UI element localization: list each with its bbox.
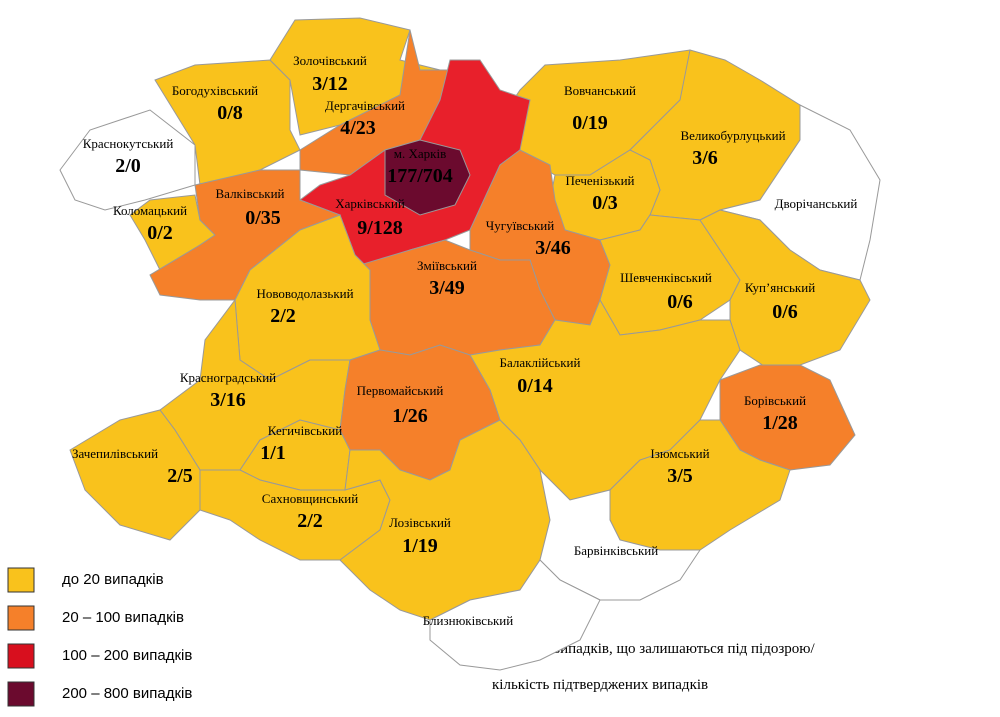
district-name: Красноградський <box>180 370 276 385</box>
district-name: Дергачівський <box>325 98 405 113</box>
district-name: Близнюківський <box>423 613 514 628</box>
district-name: Лозівський <box>389 515 451 530</box>
district-value: 0/8 <box>217 102 243 124</box>
district-value: 2/2 <box>297 510 323 532</box>
district-name: Зміївський <box>417 258 477 273</box>
district-name: Зачепилівський <box>72 446 158 461</box>
note-line: кількість підтверджених випадків <box>492 677 708 693</box>
district-name: Дворічанський <box>775 196 858 211</box>
district-value: 3/5 <box>667 465 693 487</box>
legend-swatch <box>7 643 35 669</box>
district <box>154 59 301 186</box>
district-name: Нововодолазький <box>256 286 353 301</box>
district <box>699 209 871 371</box>
district-name: Кегичівський <box>268 423 342 438</box>
district-value: 2/5 <box>167 465 193 487</box>
district-value: 9/128 <box>357 217 403 239</box>
district <box>429 559 601 671</box>
district-value: 2/0 <box>115 155 141 177</box>
district-name: Борівський <box>744 393 806 408</box>
district-name: Первомайський <box>357 383 444 398</box>
district-value: 1/1 <box>260 442 286 464</box>
district-value: 1/28 <box>762 412 798 434</box>
district-name: Балаклійський <box>500 355 581 370</box>
district-name: Золочівський <box>293 53 367 68</box>
district-value: 0/14 <box>517 375 553 397</box>
district-value: 0/3 <box>592 192 618 214</box>
district-name: Харківський <box>335 196 405 211</box>
district-value: 3/12 <box>312 73 348 95</box>
note-line: кількість випадків, що залишаються під п… <box>492 641 815 657</box>
district-name: Краснокутський <box>83 136 174 151</box>
district-value: 3/6 <box>692 147 718 169</box>
district-name: Коломацький <box>113 203 187 218</box>
district-value: 177/704 <box>387 165 453 187</box>
legend-label: 200 – 800 випадків <box>62 685 192 702</box>
district-value: 1/26 <box>392 405 428 427</box>
district-name: Куп’янський <box>745 280 815 295</box>
district-value: 3/49 <box>429 277 465 299</box>
legend-swatch <box>7 567 35 593</box>
district-value: 0/19 <box>572 112 608 134</box>
district-name: Барвінківський <box>574 543 658 558</box>
district-name: Чугуївський <box>486 218 554 233</box>
district-value: 0/6 <box>667 291 693 313</box>
district-value: 3/16 <box>210 389 246 411</box>
district-value: 4/23 <box>340 117 376 139</box>
legend-swatch <box>7 605 35 631</box>
district-name: Великобурлуцький <box>680 128 785 143</box>
district-value: 2/2 <box>270 305 296 327</box>
legend-swatch <box>7 681 35 707</box>
district-name: Шевченківський <box>620 270 712 285</box>
legend-label: до 20 випадків <box>62 571 164 588</box>
district-name: Богодухівський <box>172 83 258 98</box>
district-name: м. Харків <box>394 146 446 161</box>
district-name: Валківський <box>216 186 285 201</box>
district-value: 0/6 <box>772 301 798 323</box>
district <box>384 139 471 216</box>
district-value: 1/19 <box>402 535 438 557</box>
legend-label: 100 – 200 випадків <box>62 647 192 664</box>
district-name: Печенізький <box>565 173 634 188</box>
district-value: 0/2 <box>147 222 173 244</box>
district-value: 0/35 <box>245 207 281 229</box>
legend-label: 20 – 100 випадків <box>62 609 184 626</box>
district-value: 3/46 <box>535 237 571 259</box>
district-name: Сахновщинський <box>262 491 358 506</box>
district-name: Ізюмський <box>650 446 709 461</box>
district-name: Вовчанський <box>564 83 636 98</box>
